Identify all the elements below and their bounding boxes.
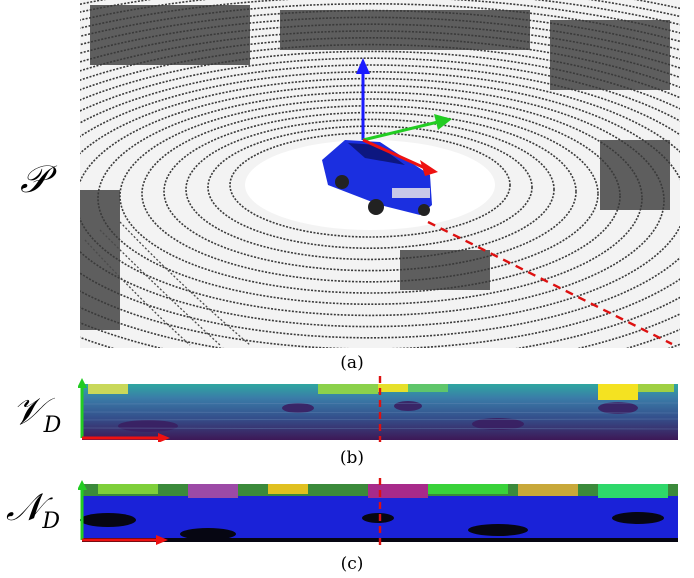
- panel-b: 𝒱D: [0, 376, 694, 474]
- normal-image: [78, 478, 678, 548]
- range-image: [78, 376, 679, 442]
- caption-b: (b): [339, 448, 365, 468]
- coordinate-axes: [356, 58, 452, 176]
- range-image-symbol: 𝒱D: [12, 389, 62, 438]
- panel-c: 𝒩D (c): [0, 478, 694, 578]
- point-cloud-image: [80, 0, 680, 348]
- dashed-red-line: [427, 220, 673, 346]
- normal-image-symbol: 𝒩D: [6, 485, 61, 534]
- panel-a: 𝒫: [20, 0, 680, 373]
- caption-c: (c): [340, 554, 364, 574]
- point-cloud-symbol: 𝒫: [20, 157, 48, 201]
- lidar-rings: [80, 0, 680, 348]
- caption-a: (a): [340, 353, 364, 373]
